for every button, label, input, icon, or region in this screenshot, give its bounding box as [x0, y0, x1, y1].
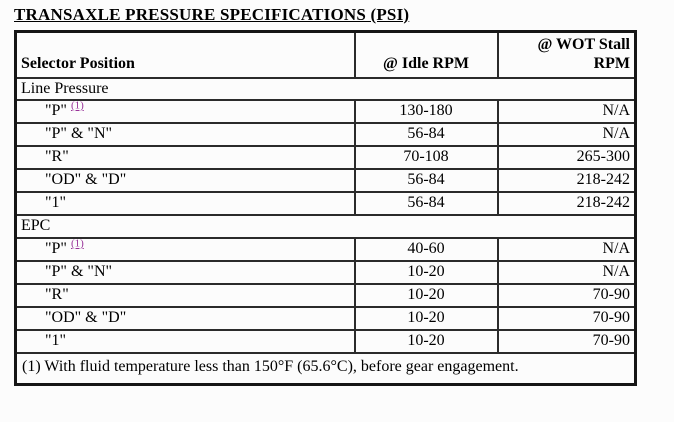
section-row-epc: EPC — [14, 214, 637, 240]
selector-position-label: "1" — [45, 332, 67, 350]
table-row: "P" & "N" 10-20 N/A — [14, 260, 637, 286]
selector-position-cell: "P" (1) — [14, 237, 356, 263]
selector-position-label: "P" — [45, 102, 67, 120]
wot-stall-rpm-value: N/A — [496, 99, 637, 125]
selector-position-cell: "OD" & "D" — [14, 306, 356, 332]
selector-position-label: "1" — [45, 194, 67, 212]
idle-rpm-value: 70-108 — [353, 145, 499, 171]
table-row: "R" 10-20 70-90 — [14, 283, 637, 309]
wot-stall-rpm-value: 218-242 — [496, 168, 637, 194]
pressure-spec-table: Selector Position @ Idle RPM @ WOT Stall… — [14, 30, 637, 387]
page-title: TRANSAXLE PRESSURE SPECIFICATIONS (PSI) — [14, 5, 410, 24]
selector-position-cell: "R" — [14, 283, 356, 309]
wot-stall-rpm-value: N/A — [496, 237, 637, 263]
table-row: "1" 56-84 218-242 — [14, 191, 637, 217]
table-header-row: Selector Position @ Idle RPM @ WOT Stall… — [14, 30, 637, 79]
footnote-ref-link[interactable]: (1) — [70, 100, 84, 113]
selector-position-cell: "P" & "N" — [14, 260, 356, 286]
section-row-line-pressure: Line Pressure — [14, 76, 637, 102]
selector-position-label: "R" — [45, 148, 69, 166]
wot-stall-rpm-value: N/A — [496, 122, 637, 148]
table-row: "P" (1) 40-60 N/A — [14, 237, 637, 263]
idle-rpm-value: 10-20 — [353, 306, 499, 332]
idle-rpm-value: 56-84 — [353, 191, 499, 217]
section-label: Line Pressure — [14, 76, 637, 102]
idle-rpm-value: 40-60 — [353, 237, 499, 263]
table-body: Line Pressure "P" (1) 130-180 N/A "P" & "N" 5… — [14, 76, 637, 355]
footnote-ref-link[interactable]: (1) — [70, 238, 84, 250]
wot-stall-rpm-value: 218-242 — [496, 191, 637, 217]
footnote-text: (1) With fluid temperature less than 150… — [14, 352, 637, 386]
idle-rpm-value: 10-20 — [353, 283, 499, 309]
table-row: "P" (1) 130-180 N/A — [14, 99, 637, 125]
selector-position-label: "P" & "N" — [45, 263, 113, 281]
selector-position-cell: "P" & "N" — [14, 122, 356, 148]
idle-rpm-value: 56-84 — [353, 122, 499, 148]
selector-position-label: "R" — [45, 286, 69, 304]
section-label: EPC — [14, 214, 637, 240]
idle-rpm-value: 56-84 — [353, 168, 499, 194]
wot-stall-rpm-value: N/A — [496, 260, 637, 286]
table-row: "OD" & "D" 56-84 218-242 — [14, 168, 637, 194]
idle-rpm-value: 10-20 — [353, 260, 499, 286]
footnote-ref-superscript: (1) — [70, 238, 84, 250]
selector-position-label: "OD" & "D" — [45, 171, 127, 189]
footnote-ref-superscript: (1) — [70, 100, 84, 113]
footnote-row: (1) With fluid temperature less than 150… — [14, 352, 637, 386]
selector-position-cell: "OD" & "D" — [14, 168, 356, 194]
selector-position-cell: "1" — [14, 191, 356, 217]
column-header-idle-rpm: @ Idle RPM — [353, 30, 499, 79]
column-header-selector-position: Selector Position — [14, 30, 356, 79]
idle-rpm-value: 130-180 — [353, 99, 499, 125]
selector-position-label: "OD" & "D" — [45, 309, 127, 327]
column-header-wot-stall-rpm: @ WOT Stall RPM — [496, 30, 637, 79]
idle-rpm-value: 10-20 — [353, 329, 499, 355]
document-page: TRANSAXLE PRESSURE SPECIFICATIONS (PSI) … — [14, 5, 637, 387]
selector-position-label: "P" — [45, 240, 67, 258]
selector-position-cell: "1" — [14, 329, 356, 355]
table-row: "OD" & "D" 10-20 70-90 — [14, 306, 637, 332]
selector-position-cell: "R" — [14, 145, 356, 171]
selector-position-label: "P" & "N" — [45, 125, 113, 143]
wot-stall-rpm-value: 70-90 — [496, 306, 637, 332]
table-row: "1" 10-20 70-90 — [14, 329, 637, 355]
table-row: "R" 70-108 265-300 — [14, 145, 637, 171]
column-header-wot-stall-rpm-label: @ WOT Stall RPM — [537, 35, 630, 72]
selector-position-cell: "P" (1) — [14, 99, 356, 125]
wot-stall-rpm-value: 70-90 — [496, 283, 637, 309]
table-row: "P" & "N" 56-84 N/A — [14, 122, 637, 148]
wot-stall-rpm-value: 265-300 — [496, 145, 637, 171]
wot-stall-rpm-value: 70-90 — [496, 329, 637, 355]
